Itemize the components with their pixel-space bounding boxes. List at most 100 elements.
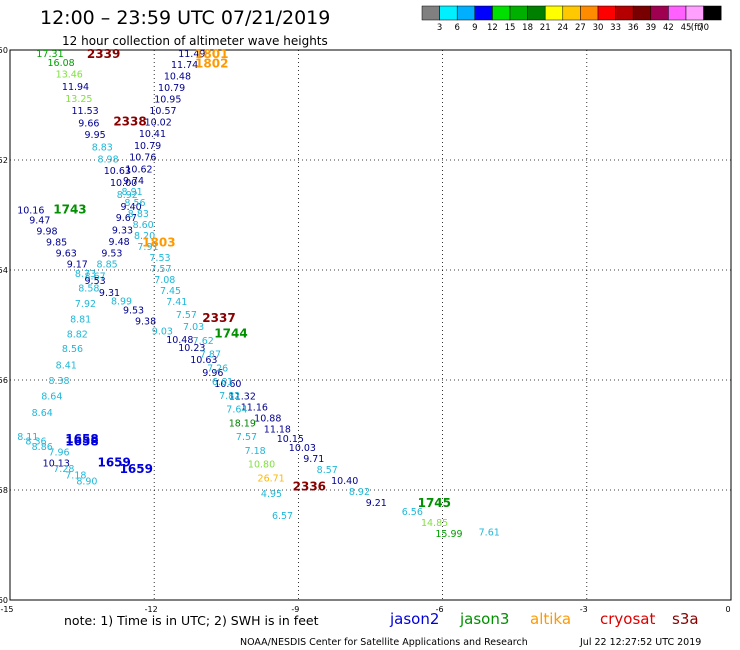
colorbar-label: 15 <box>505 23 516 33</box>
colorbar-swatch <box>474 5 493 21</box>
pass-time-label: 1659 <box>97 455 130 469</box>
wave-height-value: 8.73 <box>75 269 96 280</box>
wave-height-value: 10.63 <box>190 355 217 366</box>
wave-height-value: 11.53 <box>72 106 99 117</box>
wave-height-value: 8.36 <box>25 437 46 448</box>
wave-height-value: 8.64 <box>41 391 62 402</box>
wave-height-value: 8.92 <box>117 190 138 201</box>
colorbar-swatch <box>421 5 440 21</box>
wave-height-value: 10.23 <box>178 343 205 354</box>
wave-height-value: 8.60 <box>133 220 154 231</box>
wave-height-value: 10.80 <box>248 460 275 471</box>
wave-height-value: 10.03 <box>289 443 316 454</box>
legend-altika: altika <box>530 610 571 628</box>
wave-height-value: 7.18 <box>245 446 266 457</box>
colorbar-label: 3 <box>437 23 442 33</box>
wave-height-value: 8.67 <box>85 272 106 283</box>
wave-height-value: 9.21 <box>366 498 387 509</box>
wave-height-value: 7.08 <box>154 275 175 286</box>
y-tick-label: -50 <box>0 46 8 55</box>
wave-height-value: 9.40 <box>121 202 142 213</box>
pass-time-label: 1802 <box>195 57 228 71</box>
x-tick-label: -12 <box>145 605 158 614</box>
note-text: note: 1) Time is in UTC; 2) SWH is in fe… <box>64 613 319 628</box>
wave-height-value: 26.71 <box>258 473 285 484</box>
wave-height-value: 10.79 <box>134 141 161 152</box>
pass-time-label: 1745 <box>418 496 451 510</box>
colorbar-label: 27 <box>575 23 586 33</box>
wave-height-value: 9.47 <box>29 215 50 226</box>
wave-height-value: 10.16 <box>17 206 44 217</box>
wave-height-value: 9.48 <box>109 237 130 248</box>
colorbar-swatch <box>615 5 634 21</box>
wave-height-points: 17.3116.0813.4611.9413.2511.539.669.958.… <box>17 49 500 540</box>
wave-height-value: 7.03 <box>183 322 204 333</box>
y-tick-label: -54 <box>0 266 8 275</box>
wave-height-value: 10.88 <box>254 413 281 424</box>
pass-time-label: 2337 <box>202 311 235 325</box>
plot-area: -15-12-9-6-30 -50-52-54-56-58-60 17.3116… <box>0 46 732 614</box>
wave-height-value: 8.81 <box>70 314 91 325</box>
y-tick-label: -60 <box>0 596 8 605</box>
footer-timestamp: Jul 22 12:27:52 UTC 2019 <box>579 637 701 648</box>
wave-height-value: 9.74 <box>123 176 144 187</box>
wave-height-value: 8.85 <box>97 259 118 270</box>
wave-height-value: 14.85 <box>421 518 448 529</box>
wave-height-value: 9.66 <box>78 119 99 130</box>
wave-height-value: 11.74 <box>171 60 198 71</box>
wave-height-value: 9.96 <box>202 368 223 379</box>
wave-height-value: 6.57 <box>272 511 293 522</box>
wave-height-value: 13.46 <box>56 70 83 81</box>
colorbar: 3 6 9 12 15 18 21 24 27 30 33 36 39 42 45 70(ft) <box>421 5 722 33</box>
wave-height-value: 8.64 <box>32 408 53 419</box>
wave-height-value: 8.86 <box>32 442 53 453</box>
wave-height-value: 8.56 <box>124 198 145 209</box>
wave-height-value: 4.95 <box>261 489 282 500</box>
pass-time-label: 2336 <box>293 480 326 494</box>
wave-height-value: 6.61 <box>212 377 233 388</box>
plot-frame <box>9 49 732 601</box>
wave-height-value: 10.48 <box>166 335 193 346</box>
wave-height-value: 10.48 <box>164 71 191 82</box>
y-tick-labels: -50 -52 -54 -56 -58 -60 <box>0 46 8 605</box>
wave-height-value: 9.03 <box>152 327 173 338</box>
wave-height-value: 7.87 <box>200 350 221 361</box>
wave-height-value: 9.98 <box>36 226 57 237</box>
wave-height-value: 8.99 <box>111 296 132 307</box>
colorbar-label: 21 <box>540 23 551 33</box>
colorbar-label: 24 <box>557 23 568 33</box>
colorbar-label: 42 <box>663 23 674 33</box>
chart-title: 12:00 – 23:59 UTC 07/21/2019 <box>40 7 330 29</box>
legend-jason3: jason3 <box>459 610 509 628</box>
wave-height-value: 7.57 <box>176 310 197 321</box>
wave-height-value: 8.56 <box>62 344 83 355</box>
wave-height-value: 13.25 <box>65 94 92 105</box>
wave-height-value: 9.71 <box>303 454 324 465</box>
wave-height-value: 11.16 <box>241 402 268 413</box>
wave-height-value: 9.31 <box>99 288 120 299</box>
y-tick-label: -58 <box>0 486 8 495</box>
wave-height-value: 7.92 <box>75 299 96 310</box>
colorbar-swatch <box>668 5 687 21</box>
wave-height-value: 9.67 <box>116 213 137 224</box>
wave-height-value: 10.15 <box>277 434 304 445</box>
pass-time-label: 1658 <box>65 435 98 449</box>
colorbar-label: 33 <box>610 23 621 33</box>
colorbar-swatch <box>509 5 528 21</box>
legend-jason2: jason2 <box>389 610 439 628</box>
wave-height-value: 8.11 <box>17 432 38 443</box>
wave-height-value: 10.79 <box>158 83 185 94</box>
colorbar-swatch <box>703 5 722 21</box>
legend-cryosat: cryosat <box>600 610 655 628</box>
colorbar-label: 39 <box>645 23 656 33</box>
wave-height-value: 17.31 <box>36 49 63 60</box>
wave-height-value: 8.38 <box>48 376 69 387</box>
wave-height-value: 8.92 <box>349 487 370 498</box>
x-tick-labels: -15 -12 -9 -6 -3 0 <box>0 605 730 614</box>
footer-source: NOAA/NESDIS Center for Satellite Applica… <box>240 637 528 648</box>
wave-height-value: 8.91 <box>122 187 143 198</box>
wave-height-value: 10.60 <box>214 379 241 390</box>
pass-time-label: 1744 <box>214 327 247 341</box>
